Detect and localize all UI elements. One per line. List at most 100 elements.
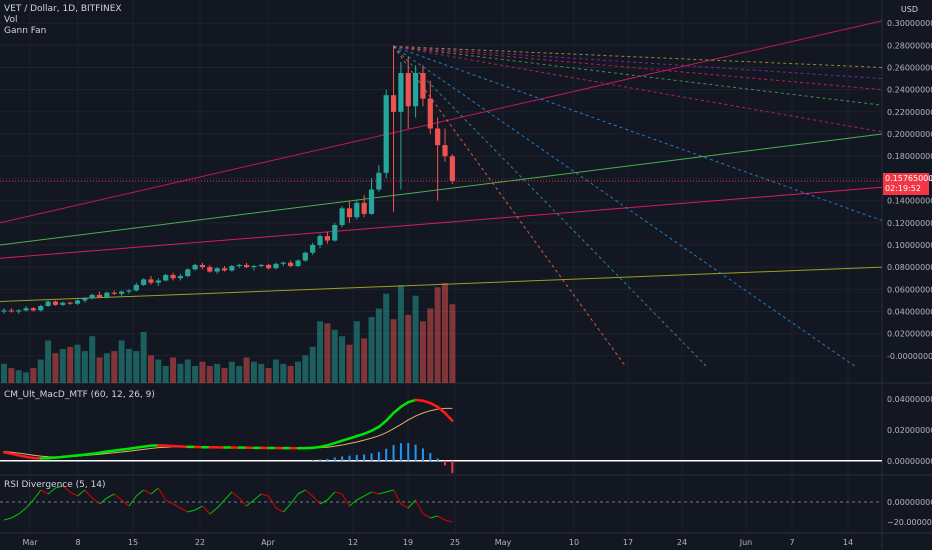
volume-bar — [118, 340, 125, 383]
rsi-line-segment — [297, 489, 306, 495]
candle-body — [346, 208, 353, 218]
volume-bar — [192, 365, 199, 383]
volume-bar — [52, 353, 59, 383]
volume-bar — [228, 361, 235, 383]
macd-pane-label[interactable]: CM_Ult_MacD_MTF (60, 12, 26, 9) — [4, 390, 155, 400]
price-axis-tick: 0.04000000 — [887, 308, 932, 317]
rsi-axis-tick: 0.00000000 — [887, 498, 932, 507]
rsi-line-segment — [349, 499, 358, 507]
symbol-title[interactable]: VET / Dollar, 1D, BITFINEX — [4, 4, 122, 14]
trend-line — [0, 20, 883, 224]
candle-body — [199, 264, 206, 268]
volume-bar — [214, 363, 221, 383]
rsi-line-segment — [224, 491, 233, 501]
rsi-line-segment — [400, 503, 409, 509]
volume-bar — [199, 361, 206, 383]
volume-bar — [390, 319, 397, 383]
volume-bar — [339, 336, 346, 383]
candle-body — [361, 202, 367, 214]
volume-bar — [280, 363, 287, 383]
macd-histogram-bar — [407, 443, 410, 461]
candle-body — [405, 73, 411, 107]
macd-line-segment — [399, 400, 410, 409]
macd-histogram-bar — [348, 455, 351, 461]
price-axis-tick: -0.00000000 — [887, 352, 932, 361]
macd-histogram-bar — [333, 457, 336, 461]
volume-bar — [346, 344, 353, 383]
candle-body — [133, 284, 139, 291]
gann-fan-line — [393, 45, 883, 80]
time-axis-tick: Apr — [261, 538, 276, 547]
candle-body — [207, 267, 213, 272]
candle-body — [354, 202, 360, 218]
macd-histogram-bar — [444, 460, 446, 466]
rsi-line-segment — [378, 491, 387, 495]
candle-body — [148, 279, 154, 283]
volume-bar — [434, 287, 441, 383]
candle-body — [177, 276, 183, 279]
volume-bar — [221, 368, 228, 383]
candle-body — [52, 301, 59, 305]
candle-body — [163, 274, 169, 281]
rsi-line-segment — [47, 487, 56, 495]
rsi-line-segment — [319, 499, 328, 505]
macd-line-segment — [436, 405, 447, 415]
candle-body — [82, 298, 88, 301]
rsi-line-segment — [444, 519, 453, 523]
candle-body — [30, 308, 36, 311]
vol-label[interactable]: Vol — [4, 15, 18, 25]
rsi-line-segment — [246, 499, 255, 507]
candle-body — [111, 292, 117, 294]
volume-bar — [236, 365, 243, 383]
candle-body — [192, 264, 198, 270]
rsi-line-segment — [194, 505, 203, 511]
time-axis-tick: 7 — [789, 538, 794, 547]
volume-bar — [59, 348, 66, 383]
rsi-line-segment — [430, 515, 438, 519]
time-axis-tick: 24 — [677, 538, 687, 547]
rsi-line-segment — [253, 493, 262, 501]
gann-fan-label[interactable]: Gann Fan — [4, 26, 47, 36]
candle-body — [16, 310, 22, 312]
volume-bar — [383, 293, 390, 383]
price-axis-tick: 0.26000000 — [887, 63, 932, 72]
time-axis-tick: 17 — [623, 538, 633, 547]
rsi-line-segment — [121, 499, 130, 507]
macd-line-segment — [17, 454, 28, 459]
candle-body — [449, 156, 455, 181]
price-axis-tick: 0.12000000 — [887, 219, 932, 228]
macd-line-segment — [318, 444, 329, 449]
rsi-line-segment — [3, 517, 12, 521]
candle-body — [413, 73, 419, 107]
volume-bar — [397, 285, 404, 383]
candle-body — [435, 128, 441, 146]
macd-line-segment — [443, 411, 454, 422]
candle-body — [23, 308, 29, 311]
macd-histogram-bar — [341, 456, 344, 461]
rsi-line-segment — [91, 497, 100, 505]
rsi-line-segment — [238, 497, 247, 507]
macd-line-segment — [355, 432, 366, 438]
volume-bar — [67, 346, 74, 383]
macd-line-segment — [333, 439, 344, 445]
candle-body — [273, 263, 279, 269]
rsi-line-segment — [407, 499, 416, 509]
time-axis-tick: 14 — [843, 538, 853, 547]
macd-line-segment — [370, 425, 381, 432]
volume-bar — [206, 365, 213, 383]
rsi-line-segment — [209, 507, 218, 515]
candle-body — [89, 294, 95, 299]
candle-body — [74, 300, 81, 304]
time-axis-tick: 25 — [450, 538, 460, 547]
volume-bar — [287, 365, 294, 383]
candle-body — [398, 73, 404, 112]
volume-bar — [419, 321, 426, 383]
volume-bar — [81, 351, 88, 383]
candle-body — [280, 262, 286, 264]
rsi-pane-label[interactable]: RSI Divergence (5, 14) — [4, 480, 106, 490]
time-axis-tick: 15 — [128, 538, 138, 547]
rsi-line-segment — [437, 515, 446, 521]
candle-body — [376, 172, 382, 190]
volume-bar — [405, 314, 412, 383]
